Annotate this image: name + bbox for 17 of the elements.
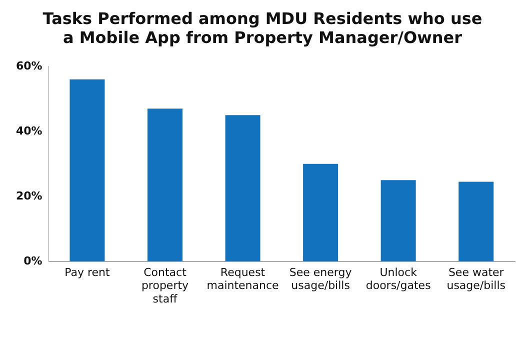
y-tick-label: 20% [16, 189, 42, 202]
x-tick-label: Pay rent [64, 266, 111, 279]
x-tick-label: See water usage/bills [446, 266, 506, 292]
bar [303, 164, 338, 262]
x-tick-label: See energy usage/bills [289, 266, 352, 292]
y-tick-label: 40% [16, 124, 42, 138]
bar [147, 108, 182, 262]
bar [458, 182, 494, 262]
bar [380, 180, 416, 262]
bar [225, 115, 260, 262]
bar [70, 79, 105, 262]
y-tick-label: 60% [16, 59, 42, 72]
y-tick-label: 0% [24, 254, 42, 268]
chart-title: Tasks Performed among MDU Residents who use a Mobile App from Property Manager/Owner [42, 8, 482, 47]
x-tick-label: Request maintenance [206, 266, 280, 292]
x-tick-label: Unlock doors/gates [366, 266, 432, 292]
x-tick-label: Contact property staff [141, 266, 190, 306]
